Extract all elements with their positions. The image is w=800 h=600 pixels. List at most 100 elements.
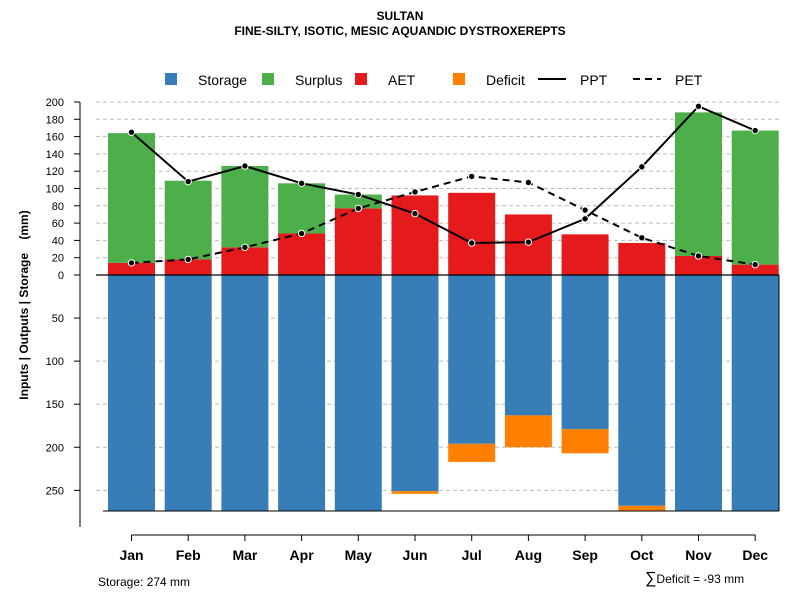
y-tick-label: 100 <box>46 356 64 368</box>
aet-bar-jan <box>108 262 155 275</box>
pet-point-feb <box>184 255 192 264</box>
storage-bar-aug <box>504 275 552 416</box>
pet-point-nov <box>694 252 703 260</box>
legend-item-pet: PET <box>633 72 703 88</box>
legend-swatch-aet <box>355 73 367 85</box>
storage-bar-feb <box>164 275 212 511</box>
x-tick-label-mar: Mar <box>232 547 257 563</box>
ppt-point-dec <box>751 126 759 135</box>
x-tick-label-nov: Nov <box>685 547 712 563</box>
storage-bar-oct <box>618 275 666 506</box>
x-tick-label-oct: Oct <box>630 547 654 563</box>
aet-bar-oct <box>618 242 666 275</box>
legend-label-ppt: PPT <box>580 72 608 88</box>
x-tick-label-dec: Dec <box>742 547 768 563</box>
surplus-bar-nov <box>675 112 722 256</box>
pet-point-mar <box>241 243 249 252</box>
storage-bar-apr <box>278 275 326 511</box>
surplus-bar-jan <box>108 133 155 263</box>
ppt-point-oct <box>638 163 646 171</box>
storage-bar-may <box>334 275 382 511</box>
ppt-point-nov <box>694 102 703 111</box>
legend-item-ppt: PPT <box>538 72 608 88</box>
deficit-total-text: Deficit = -93 mm <box>656 572 745 586</box>
x-tick-label-sep: Sep <box>572 547 598 563</box>
series-lines <box>127 102 759 269</box>
sigma-icon: ∑ <box>645 570 657 587</box>
pet-point-dec <box>751 260 759 269</box>
y-tick-label: 200 <box>46 442 64 454</box>
pet-point-may <box>354 204 362 213</box>
storage-bar-jul <box>448 275 496 444</box>
storage-bar-jun <box>391 275 439 492</box>
surplus-bar-feb <box>164 180 212 260</box>
surplus-bar-mar <box>221 166 269 248</box>
x-tick-label-apr: Apr <box>290 547 315 563</box>
y-tick-label: 250 <box>46 485 64 497</box>
y-tick-label: 60 <box>52 218 64 230</box>
storage-bar-dec <box>731 275 779 511</box>
y-tick-label: 140 <box>46 149 64 161</box>
ppt-point-jun <box>411 209 419 218</box>
ppt-point-sep <box>581 215 589 223</box>
aet-bar-mar <box>221 247 269 275</box>
bars <box>96 112 780 512</box>
axes: 0 20 40 60 80 100 120 140 160 180 200 50 100 150 200 25… <box>17 97 768 563</box>
deficit-total-note: ∑Deficit = -93 mm <box>645 570 744 588</box>
aet-bar-dec <box>731 264 779 275</box>
y-axis-label: Inputs | Outputs | Storage (mm) <box>17 210 31 399</box>
surplus-bar-apr <box>278 183 326 234</box>
pet-line <box>131 175 756 266</box>
chart-title: SULTAN <box>376 9 424 23</box>
legend-label-storage: Storage <box>198 72 247 88</box>
deficit-bar-jul <box>448 443 496 462</box>
legend: Storage Surplus AET Deficit PPT PET <box>165 72 703 88</box>
storage-bar-jan <box>108 275 155 511</box>
legend-swatch-surplus <box>262 73 274 85</box>
ppt-point-may <box>354 190 362 199</box>
pet-point-jul <box>468 172 476 181</box>
deficit-bar-jun <box>391 491 439 494</box>
ppt-point-mar <box>241 162 249 170</box>
storage-bar-sep <box>561 275 609 430</box>
pet-point-sep <box>581 206 589 214</box>
x-tick-label-jun: Jun <box>403 547 428 563</box>
x-tick-label-may: May <box>345 547 372 563</box>
storage-bar-nov <box>675 275 722 511</box>
legend-swatch-deficit <box>453 73 465 85</box>
legend-item-deficit: Deficit <box>453 72 525 88</box>
ppt-point-jul <box>468 239 476 247</box>
ppt-point-feb <box>184 177 192 186</box>
storage-bar-mar <box>221 275 269 511</box>
x-tick-label-jul: Jul <box>462 547 482 563</box>
y-tick-label: 20 <box>52 253 64 265</box>
y-tick-label: 160 <box>46 132 64 144</box>
y-tick-label: 0 <box>58 270 64 282</box>
x-tick-label-feb: Feb <box>176 547 201 563</box>
pet-point-oct <box>638 234 646 242</box>
ppt-line <box>130 105 756 244</box>
legend-item-surplus: Surplus <box>262 72 342 88</box>
legend-label-surplus: Surplus <box>295 72 342 88</box>
y-tick-label: 50 <box>52 313 64 325</box>
legend-label-deficit: Deficit <box>486 72 525 88</box>
y-tick-label: 100 <box>46 184 64 196</box>
surplus-bar-dec <box>731 130 779 265</box>
storage-capacity-note: Storage: 274 mm <box>98 575 191 589</box>
legend-item-aet: AET <box>355 72 416 88</box>
legend-item-storage: Storage <box>165 72 247 88</box>
ppt-point-jan <box>127 128 136 136</box>
aet-bar-sep <box>561 234 609 275</box>
x-tick-label-jan: Jan <box>119 547 143 563</box>
aet-bar-may <box>334 208 382 275</box>
y-tick-label: 150 <box>46 399 64 411</box>
aet-bar-feb <box>164 259 212 275</box>
y-tick-label: 180 <box>46 114 64 126</box>
pet-point-jan <box>127 259 136 267</box>
y-tick-label: 200 <box>46 97 64 109</box>
pet-point-apr <box>297 229 306 238</box>
pet-point-aug <box>524 178 533 187</box>
y-tick-label: 40 <box>52 235 64 247</box>
y-tick-label: 80 <box>52 201 64 213</box>
